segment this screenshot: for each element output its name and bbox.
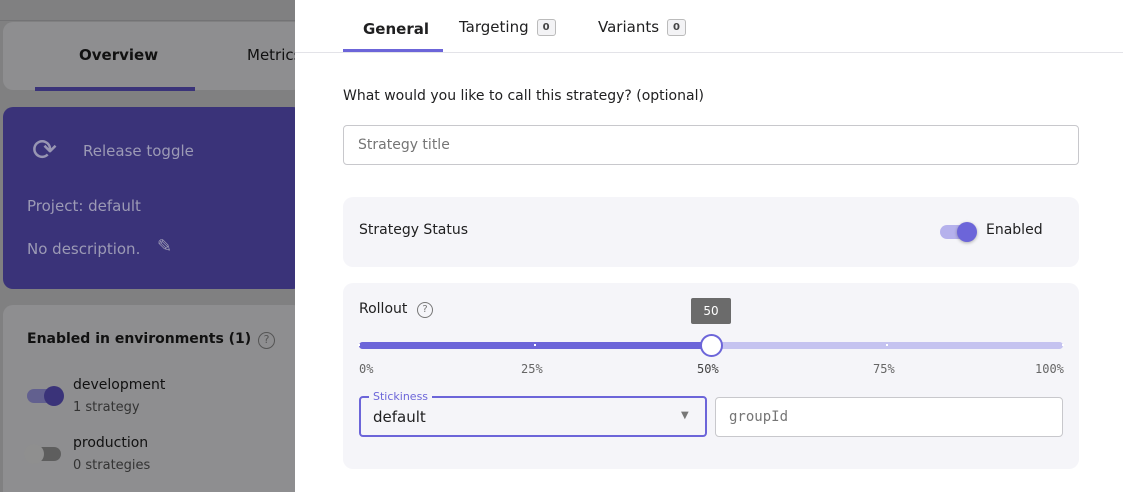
stickiness-label: Stickiness — [373, 390, 429, 403]
slider-tick-label: 0% — [359, 362, 374, 376]
tab-label: Variants — [598, 18, 660, 36]
env-name: production — [73, 435, 149, 451]
tab-overview[interactable]: Overview — [79, 46, 159, 64]
strategy-title-input[interactable] — [343, 125, 1079, 165]
count-badge: 0 — [536, 19, 556, 36]
tabs-card — [3, 22, 295, 90]
tab-metrics[interactable]: Metrics — [247, 46, 295, 64]
active-tab-indicator — [35, 87, 195, 91]
tab-general[interactable]: General — [363, 20, 429, 38]
env-name: development — [73, 377, 166, 393]
tab-label: Targeting — [459, 18, 529, 36]
env-strategies: 0 strategies — [73, 458, 151, 473]
help-icon[interactable]: ? — [417, 302, 433, 318]
toggle-thumb — [44, 386, 64, 406]
env-strategies: 1 strategy — [73, 400, 140, 415]
edit-pencil-icon[interactable]: ✎ — [157, 236, 173, 257]
environments-title: Enabled in environments (1) — [27, 331, 252, 347]
slider-mark — [886, 344, 888, 346]
tab-targeting[interactable]: Targeting 0 — [459, 18, 556, 36]
help-icon[interactable]: ? — [258, 332, 275, 349]
status-label: Strategy Status — [359, 222, 469, 238]
title-question: What would you like to call this strateg… — [343, 88, 704, 104]
status-toggle-label: Enabled — [986, 222, 1043, 238]
slider-mark — [710, 344, 712, 346]
slider-tick-label: 75% — [873, 362, 895, 376]
count-badge: 0 — [667, 19, 686, 36]
slider-mark — [1062, 344, 1064, 346]
active-tab-indicator — [343, 49, 443, 52]
description: No description. — [27, 240, 141, 258]
toggle-thumb — [957, 222, 977, 242]
feature-type: Release toggle — [83, 142, 194, 160]
dropdown-arrow-icon: ▼ — [681, 410, 689, 421]
slider-mark — [534, 344, 536, 346]
tab-variants[interactable]: Variants 0 — [598, 18, 686, 36]
slider-tick-label: 50% — [697, 362, 719, 376]
divider — [295, 52, 1123, 53]
stickiness-select[interactable]: Stickiness — [359, 390, 707, 437]
strategy-drawer: General Targeting 0 Variants 0 What would … — [295, 0, 1123, 492]
slider-value-tooltip: 50 — [691, 298, 731, 324]
refresh-icon: ⟳ — [32, 133, 58, 168]
divider — [0, 20, 295, 21]
rollout-label: Rollout — [359, 301, 408, 317]
slider-tick-label: 100% — [1035, 362, 1064, 376]
group-id-input[interactable] — [715, 397, 1063, 437]
slider-mark — [358, 344, 360, 346]
background-page: Overview Metrics ⟳ Release toggle Projec… — [0, 0, 295, 492]
slider-tick-label: 25% — [521, 362, 543, 376]
project-label: Project: default — [27, 197, 141, 215]
toggle-thumb — [24, 444, 44, 464]
stickiness-value: default — [373, 408, 426, 426]
feature-info-card — [3, 107, 295, 289]
